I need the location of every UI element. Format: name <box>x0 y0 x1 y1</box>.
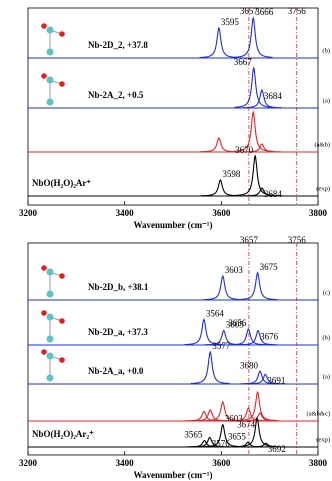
trace-annotation: Nb-2A_2, +0.5 <box>88 90 144 100</box>
reference-label: 3657 <box>240 6 259 16</box>
peak-label: 3680 <box>240 360 259 370</box>
trace-tag: (a) <box>323 97 330 104</box>
atom <box>59 318 65 324</box>
x-axis-label: Wavenumber (cm⁻¹) <box>133 220 212 230</box>
peak <box>238 390 277 422</box>
peak <box>234 66 274 108</box>
peak-label: 3564 <box>206 308 225 318</box>
peak <box>190 436 230 448</box>
peak <box>229 328 268 346</box>
atom <box>46 313 54 321</box>
x-axis-label: Wavenumber (cm⁻¹) <box>133 470 212 480</box>
x-tick-label: 3200 <box>19 208 38 218</box>
trace-annotation: Nb-2D_2, +37.8 <box>88 40 148 50</box>
atom <box>41 23 47 29</box>
peak-label: 3684 <box>264 189 283 199</box>
peak <box>203 274 243 301</box>
atom <box>41 310 47 316</box>
peak-label: 3598 <box>222 169 241 179</box>
reference-label: 3657 <box>240 235 259 245</box>
peak-label: 3603 <box>225 414 244 424</box>
trace-tag: (exp) <box>316 185 330 192</box>
trace-annotation: NbO(H₂O)₂Ar₂⁺ <box>32 429 94 439</box>
peak <box>238 271 277 301</box>
peak-label: 3655 <box>228 431 247 441</box>
peak-label: 3666 <box>255 7 274 17</box>
atom <box>46 290 54 298</box>
trace-annotation: Nb-2A_a, +0.0 <box>88 366 144 376</box>
x-tick-label: 3600 <box>212 458 231 468</box>
atom <box>46 352 54 360</box>
peak <box>184 318 224 346</box>
peak-label: 3595 <box>221 17 240 27</box>
peak <box>246 442 286 448</box>
atom <box>46 268 54 276</box>
trace-tag: (a) <box>323 373 330 380</box>
peak-label: 3692 <box>268 444 286 454</box>
peak <box>242 89 282 109</box>
reference-label: 3756 <box>288 235 307 245</box>
peak <box>228 441 268 448</box>
peak <box>242 143 282 153</box>
x-tick-label: 3600 <box>212 208 231 218</box>
peak-label: 3675 <box>260 262 279 272</box>
atom <box>46 98 54 106</box>
atom <box>59 357 65 363</box>
atom <box>59 81 65 87</box>
peak-label: 3656 <box>228 318 247 328</box>
plot-frame <box>27 242 319 456</box>
atom <box>59 31 65 37</box>
atom <box>41 349 47 355</box>
trace-tag: (c) <box>323 289 330 296</box>
trace-tag: (b) <box>322 47 330 54</box>
peak-label: 3676 <box>260 332 279 342</box>
peak <box>233 16 273 58</box>
atom <box>46 335 54 343</box>
trace-annotation: Nb-2D_b, +38.1 <box>88 282 149 292</box>
atom <box>41 265 47 271</box>
peak-label: 3605 <box>226 320 245 330</box>
reference-label: 3756 <box>288 6 307 16</box>
peak <box>229 407 268 422</box>
trace-annotation: NbO(H₂O)₂Ar⁺ <box>32 178 91 188</box>
plot-frame <box>27 7 319 206</box>
peak <box>240 412 280 422</box>
peak-label: 3576 <box>212 438 231 448</box>
peak-label: 3603 <box>225 265 244 275</box>
peak <box>199 137 239 153</box>
atom <box>46 26 54 34</box>
peak-label: 3670 <box>235 145 254 155</box>
peak <box>203 423 243 448</box>
peak-label: 3667 <box>234 57 253 67</box>
x-tick-label: 3400 <box>116 208 135 218</box>
x-tick-label: 3800 <box>309 208 328 218</box>
peak-label: 3565 <box>184 430 203 440</box>
peak <box>242 187 282 197</box>
trace-tag: (a&b&c) <box>307 410 330 417</box>
peak-label: 3674 <box>237 419 256 429</box>
peak <box>245 373 285 385</box>
peak <box>201 179 240 197</box>
x-tick-label: 3800 <box>309 458 328 468</box>
trace-annotation: Nb-2D_a, +37.3 <box>88 327 148 337</box>
trace-tag: (a&b) <box>314 141 330 148</box>
trace-tag: (b) <box>322 334 330 341</box>
atom <box>59 273 65 279</box>
peak-label: 3577 <box>212 341 231 351</box>
peak <box>190 409 230 422</box>
atom <box>46 374 54 382</box>
peak <box>199 26 239 59</box>
atom <box>46 76 54 84</box>
peak <box>190 350 230 385</box>
trace-tag: (exp) <box>316 436 330 443</box>
atom <box>41 73 47 79</box>
x-tick-label: 3400 <box>116 458 135 468</box>
peak-label: 3684 <box>264 91 283 101</box>
peak <box>238 329 278 346</box>
peak-label: 3691 <box>267 375 285 385</box>
atom <box>46 48 54 56</box>
x-tick-label: 3200 <box>19 458 38 468</box>
